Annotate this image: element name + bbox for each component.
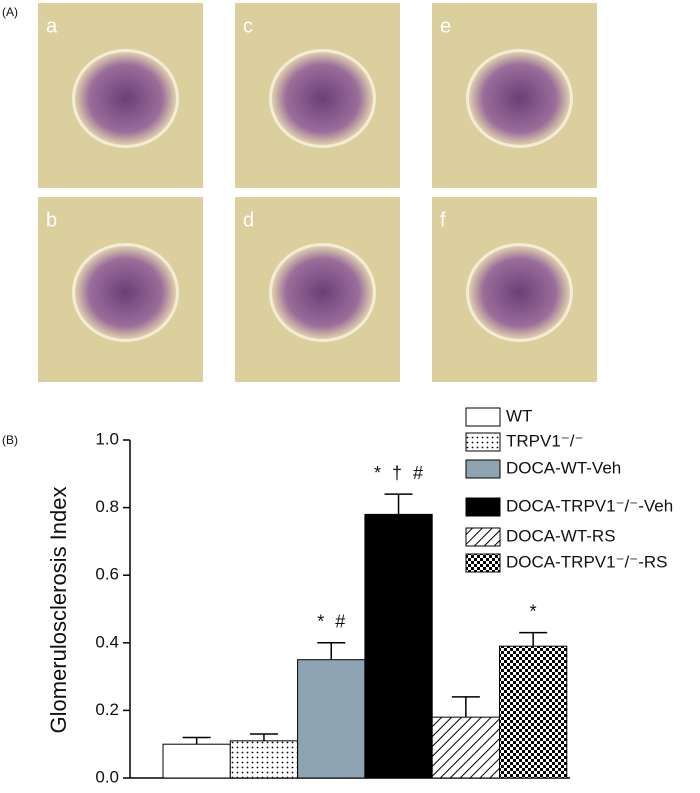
legend-swatch	[465, 527, 501, 547]
legend-swatch	[465, 553, 501, 573]
micrograph-label: f	[440, 209, 446, 231]
micrograph-label: e	[440, 15, 451, 37]
legend-swatch	[465, 407, 501, 427]
bar	[364, 513, 433, 779]
glomerulus	[269, 49, 376, 148]
legend-label: DOCA-WT-Veh	[506, 458, 621, 477]
y-tick-label: 0.6	[95, 565, 119, 584]
bar	[162, 743, 231, 779]
bar	[229, 740, 299, 779]
micrograph-label: b	[46, 209, 57, 231]
y-tick-label: 0.0	[95, 767, 119, 786]
y-tick-label: 1.0	[95, 429, 119, 448]
legend-swatch	[465, 459, 501, 479]
legend-label: DOCA-TRPV1⁻/⁻-Veh	[506, 496, 673, 515]
bar	[499, 645, 568, 779]
glomerulus	[466, 243, 573, 342]
legend-swatch	[465, 432, 501, 452]
micrograph-label: d	[243, 209, 254, 231]
significance-marker: * † #	[374, 463, 423, 483]
legend-label: WT	[506, 406, 532, 425]
bar	[431, 716, 501, 779]
legend-label: DOCA-TRPV1⁻/⁻-RS	[506, 552, 668, 571]
y-axis-label: Glomerulosclerosis Index	[46, 487, 71, 734]
significance-marker: * #	[317, 612, 345, 632]
panel-label: (B)	[2, 433, 18, 447]
micrograph-label: c	[243, 15, 253, 37]
glomerulus	[466, 49, 573, 148]
bar	[297, 659, 366, 779]
micrograph-label: a	[46, 15, 58, 37]
y-tick-label: 0.2	[95, 700, 119, 719]
legend-label: TRPV1⁻/⁻	[506, 431, 583, 450]
significance-marker: *	[530, 601, 537, 621]
legend-swatch	[465, 497, 501, 517]
glomerulus	[72, 49, 179, 148]
legend-label: DOCA-WT-RS	[506, 526, 616, 545]
y-tick-label: 0.8	[95, 497, 119, 516]
y-tick-label: 0.4	[95, 632, 119, 651]
glomerulus	[269, 243, 376, 342]
panel-label: (A)	[2, 5, 18, 19]
glomerulus	[72, 243, 179, 342]
